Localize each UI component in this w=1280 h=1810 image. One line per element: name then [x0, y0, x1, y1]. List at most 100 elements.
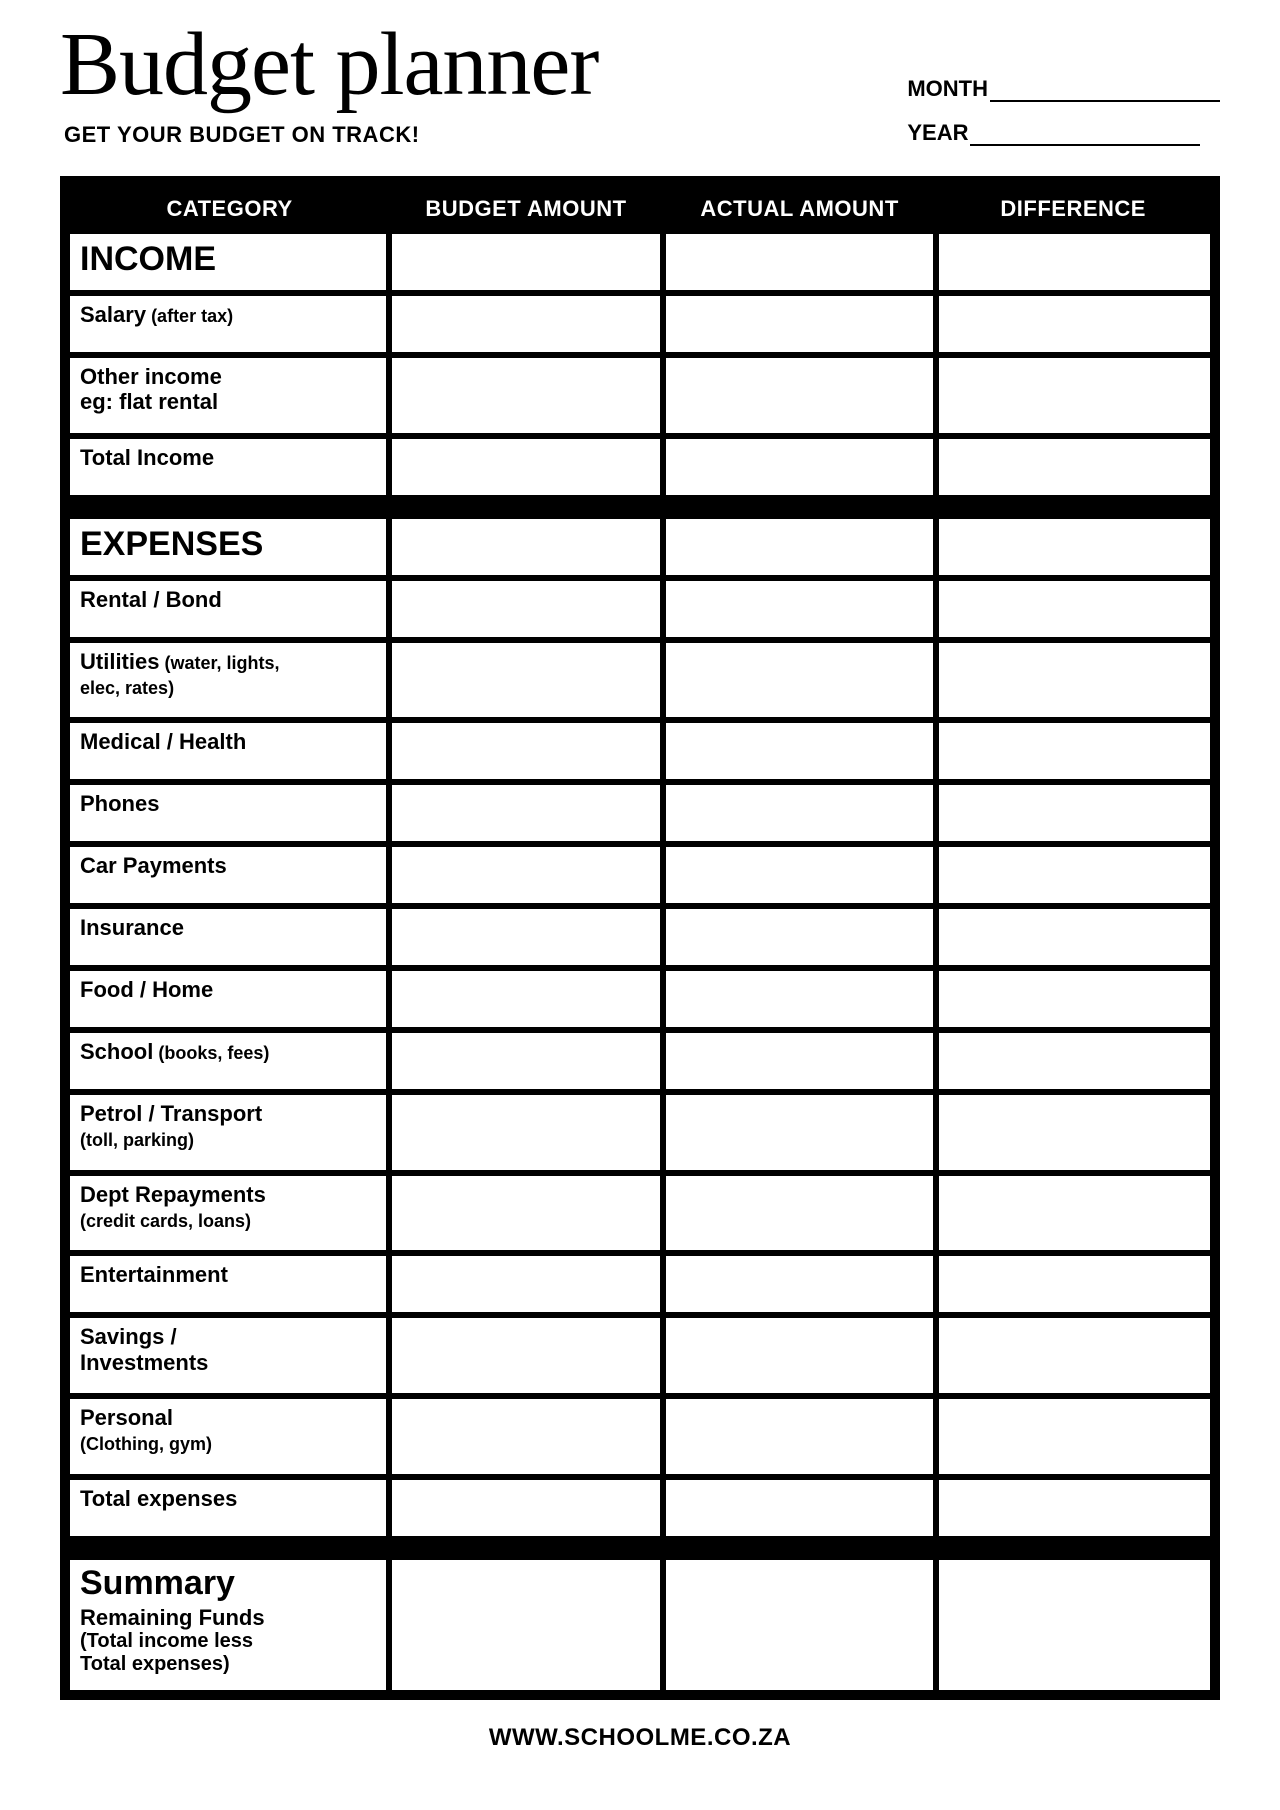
- amount-cell[interactable]: [389, 785, 663, 847]
- amount-cell[interactable]: [936, 1318, 1210, 1399]
- amount-cell[interactable]: [936, 909, 1210, 971]
- amount-cell[interactable]: [663, 1399, 937, 1480]
- amount-cell[interactable]: [936, 1256, 1210, 1318]
- amount-cell[interactable]: [663, 439, 937, 501]
- amount-cell[interactable]: [389, 234, 663, 296]
- row-label: Total Income: [70, 439, 389, 501]
- col-actual-amount: ACTUAL AMOUNT: [663, 186, 937, 234]
- table-row: Salary (after tax): [70, 296, 1210, 358]
- amount-cell[interactable]: [936, 1176, 1210, 1257]
- amount-cell[interactable]: [663, 847, 937, 909]
- amount-cell[interactable]: [663, 643, 937, 724]
- amount-cell[interactable]: [389, 581, 663, 643]
- row-label: Petrol / Transport(toll, parking): [70, 1095, 389, 1176]
- amount-cell[interactable]: [936, 296, 1210, 358]
- table-row: Savings /Investments: [70, 1318, 1210, 1399]
- amount-cell[interactable]: [663, 1256, 937, 1318]
- col-category: CATEGORY: [70, 186, 389, 234]
- amount-cell[interactable]: [663, 1095, 937, 1176]
- amount-cell[interactable]: [663, 1480, 937, 1542]
- amount-cell[interactable]: [389, 909, 663, 971]
- amount-cell[interactable]: [389, 296, 663, 358]
- section-divider: [70, 501, 1210, 519]
- amount-cell[interactable]: [936, 358, 1210, 439]
- amount-cell[interactable]: [389, 847, 663, 909]
- title-block: Budget planner GET YOUR BUDGET ON TRACK!: [60, 20, 877, 148]
- amount-cell[interactable]: [936, 1480, 1210, 1542]
- row-label: Medical / Health: [70, 723, 389, 785]
- footer-url: WWW.SCHOOLME.CO.ZA: [60, 1724, 1220, 1752]
- amount-cell[interactable]: [663, 296, 937, 358]
- amount-cell[interactable]: [663, 1560, 937, 1690]
- amount-cell[interactable]: [936, 439, 1210, 501]
- amount-cell[interactable]: [389, 1033, 663, 1095]
- month-input-line[interactable]: [990, 84, 1220, 102]
- table-row: Petrol / Transport(toll, parking): [70, 1095, 1210, 1176]
- table-row: Other incomeeg: flat rental: [70, 358, 1210, 439]
- table-row: Phones: [70, 785, 1210, 847]
- col-difference: DIFFERENCE: [936, 186, 1210, 234]
- table-row: Entertainment: [70, 1256, 1210, 1318]
- amount-cell[interactable]: [389, 358, 663, 439]
- amount-cell[interactable]: [663, 1318, 937, 1399]
- amount-cell[interactable]: [936, 1399, 1210, 1480]
- amount-cell[interactable]: [389, 971, 663, 1033]
- table-row: Medical / Health: [70, 723, 1210, 785]
- amount-cell[interactable]: [389, 519, 663, 581]
- month-label: MONTH: [907, 76, 988, 102]
- amount-cell[interactable]: [936, 581, 1210, 643]
- year-label: YEAR: [907, 120, 968, 146]
- amount-cell[interactable]: [389, 1256, 663, 1318]
- row-label: School (books, fees): [70, 1033, 389, 1095]
- amount-cell[interactable]: [936, 519, 1210, 581]
- amount-cell[interactable]: [936, 1095, 1210, 1176]
- amount-cell[interactable]: [936, 847, 1210, 909]
- amount-cell[interactable]: [936, 785, 1210, 847]
- amount-cell[interactable]: [389, 1318, 663, 1399]
- amount-cell[interactable]: [936, 234, 1210, 296]
- table-row: Insurance: [70, 909, 1210, 971]
- amount-cell[interactable]: [663, 581, 937, 643]
- amount-cell[interactable]: [663, 1176, 937, 1257]
- row-label: Other incomeeg: flat rental: [70, 358, 389, 439]
- amount-cell[interactable]: [936, 643, 1210, 724]
- amount-cell[interactable]: [936, 971, 1210, 1033]
- amount-cell[interactable]: [389, 1560, 663, 1690]
- row-label: Rental / Bond: [70, 581, 389, 643]
- year-row: YEAR: [907, 120, 1220, 146]
- table-row: Personal(Clothing, gym): [70, 1399, 1210, 1480]
- amount-cell[interactable]: [389, 1480, 663, 1542]
- amount-cell[interactable]: [663, 234, 937, 296]
- table-row: Utilities (water, lights,elec, rates): [70, 643, 1210, 724]
- amount-cell[interactable]: [389, 1399, 663, 1480]
- table-row: Car Payments: [70, 847, 1210, 909]
- date-meta: MONTH YEAR: [907, 76, 1220, 148]
- table-header-row: CATEGORY BUDGET AMOUNT ACTUAL AMOUNT DIF…: [70, 186, 1210, 234]
- section-title: INCOME: [70, 234, 389, 296]
- row-label: Entertainment: [70, 1256, 389, 1318]
- amount-cell[interactable]: [389, 1176, 663, 1257]
- amount-cell[interactable]: [663, 519, 937, 581]
- amount-cell[interactable]: [936, 1033, 1210, 1095]
- amount-cell[interactable]: [663, 909, 937, 971]
- row-label: Car Payments: [70, 847, 389, 909]
- row-label: Salary (after tax): [70, 296, 389, 358]
- table-row: Food / Home: [70, 971, 1210, 1033]
- amount-cell[interactable]: [663, 358, 937, 439]
- section-summary: SummaryRemaining Funds(Total income less…: [70, 1560, 1210, 1690]
- row-label: Personal(Clothing, gym): [70, 1399, 389, 1480]
- amount-cell[interactable]: [663, 971, 937, 1033]
- amount-cell[interactable]: [663, 723, 937, 785]
- amount-cell[interactable]: [389, 439, 663, 501]
- amount-cell[interactable]: [936, 1560, 1210, 1690]
- amount-cell[interactable]: [389, 1095, 663, 1176]
- amount-cell[interactable]: [663, 785, 937, 847]
- amount-cell[interactable]: [389, 643, 663, 724]
- budget-planner-page: Budget planner GET YOUR BUDGET ON TRACK!…: [0, 0, 1280, 1792]
- row-label: Phones: [70, 785, 389, 847]
- amount-cell[interactable]: [663, 1033, 937, 1095]
- table-row: Rental / Bond: [70, 581, 1210, 643]
- amount-cell[interactable]: [389, 723, 663, 785]
- year-input-line[interactable]: [970, 128, 1200, 146]
- amount-cell[interactable]: [936, 723, 1210, 785]
